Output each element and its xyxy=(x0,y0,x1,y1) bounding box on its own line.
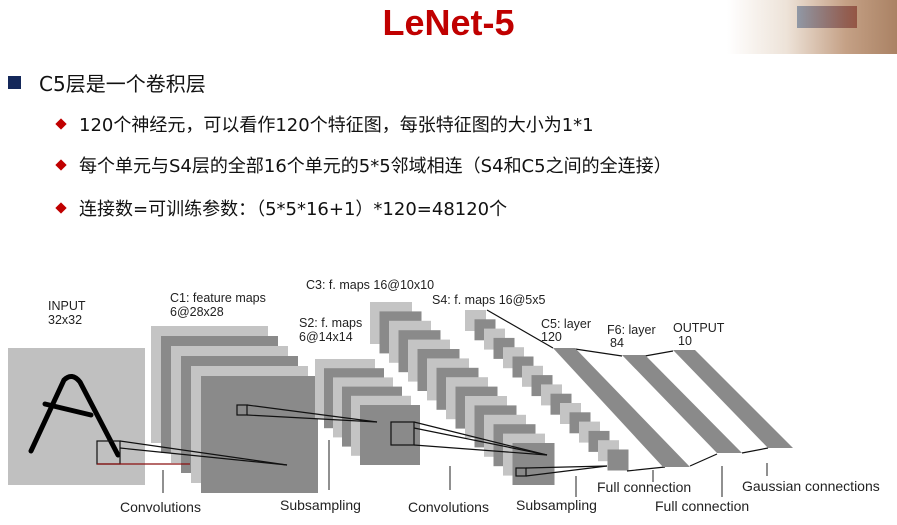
c5-layer-bar xyxy=(553,348,690,467)
input-label: INPUT xyxy=(48,299,86,313)
sub-bullet: 连接数=可训练参数：（5*5*16+1）*120=48120个 xyxy=(55,195,508,221)
f6-size: 84 xyxy=(610,336,624,350)
input-size: 32x32 xyxy=(48,313,82,327)
sub-bullet: 120个神经元，可以看作120个特征图，每张特征图的大小为1*1 xyxy=(55,111,594,137)
c1-label: C1: feature maps xyxy=(170,291,266,305)
op-full-connection-2: Full connection xyxy=(655,498,749,514)
main-bullet: C5层是一个卷积层 xyxy=(8,68,206,97)
op-convolutions-1: Convolutions xyxy=(120,499,201,515)
c1-size: 6@28x28 xyxy=(170,305,224,319)
output-size: 10 xyxy=(678,334,692,348)
decorative-header-image xyxy=(727,0,897,54)
output-label: OUTPUT xyxy=(673,321,725,335)
s2-size: 6@14x14 xyxy=(299,330,353,344)
slide-title: LeNet-5 xyxy=(382,2,515,43)
op-subsampling-1: Subsampling xyxy=(280,497,361,513)
sub-bullet-text: 120个神经元，可以看作120个特征图，每张特征图的大小为1*1 xyxy=(79,115,594,136)
main-bullet-text: C5层是一个卷积层 xyxy=(39,72,206,96)
sub-bullet: 每个单元与S4层的全部16个单元的5*5邻域相连（S4和C5之间的全连接） xyxy=(55,152,672,178)
s2-label: S2: f. maps xyxy=(299,316,362,330)
f6-layer-bar xyxy=(622,355,742,453)
s4-label: S4: f. maps 16@5x5 xyxy=(432,293,545,307)
c5-size: 120 xyxy=(541,330,562,344)
sub-bullet-text: 每个单元与S4层的全部16个单元的5*5邻域相连（S4和C5之间的全连接） xyxy=(79,156,672,177)
sub-bullet-text: 连接数=可训练参数：（5*5*16+1）*120=48120个 xyxy=(79,199,508,220)
output-layer-bar xyxy=(673,350,793,448)
s2-feature-map xyxy=(360,405,420,465)
input-letter-a xyxy=(28,374,121,458)
input-image xyxy=(8,348,145,485)
op-gaussian-connections: Gaussian connections xyxy=(742,478,880,494)
f6-label: F6: layer xyxy=(607,323,656,337)
operation-ticks xyxy=(162,440,768,497)
op-full-connection-1: Full connection xyxy=(597,479,691,495)
c1-feature-map xyxy=(201,376,318,493)
c3-label: C3: f. maps 16@10x10 xyxy=(306,278,434,292)
square-bullet-icon xyxy=(8,76,21,89)
s4-feature-map xyxy=(607,449,629,471)
c5-label: C5: layer xyxy=(541,317,591,331)
receptive-field-lines xyxy=(96,309,769,477)
op-convolutions-2: Convolutions xyxy=(408,499,489,515)
op-subsampling-2: Subsampling xyxy=(516,497,597,513)
